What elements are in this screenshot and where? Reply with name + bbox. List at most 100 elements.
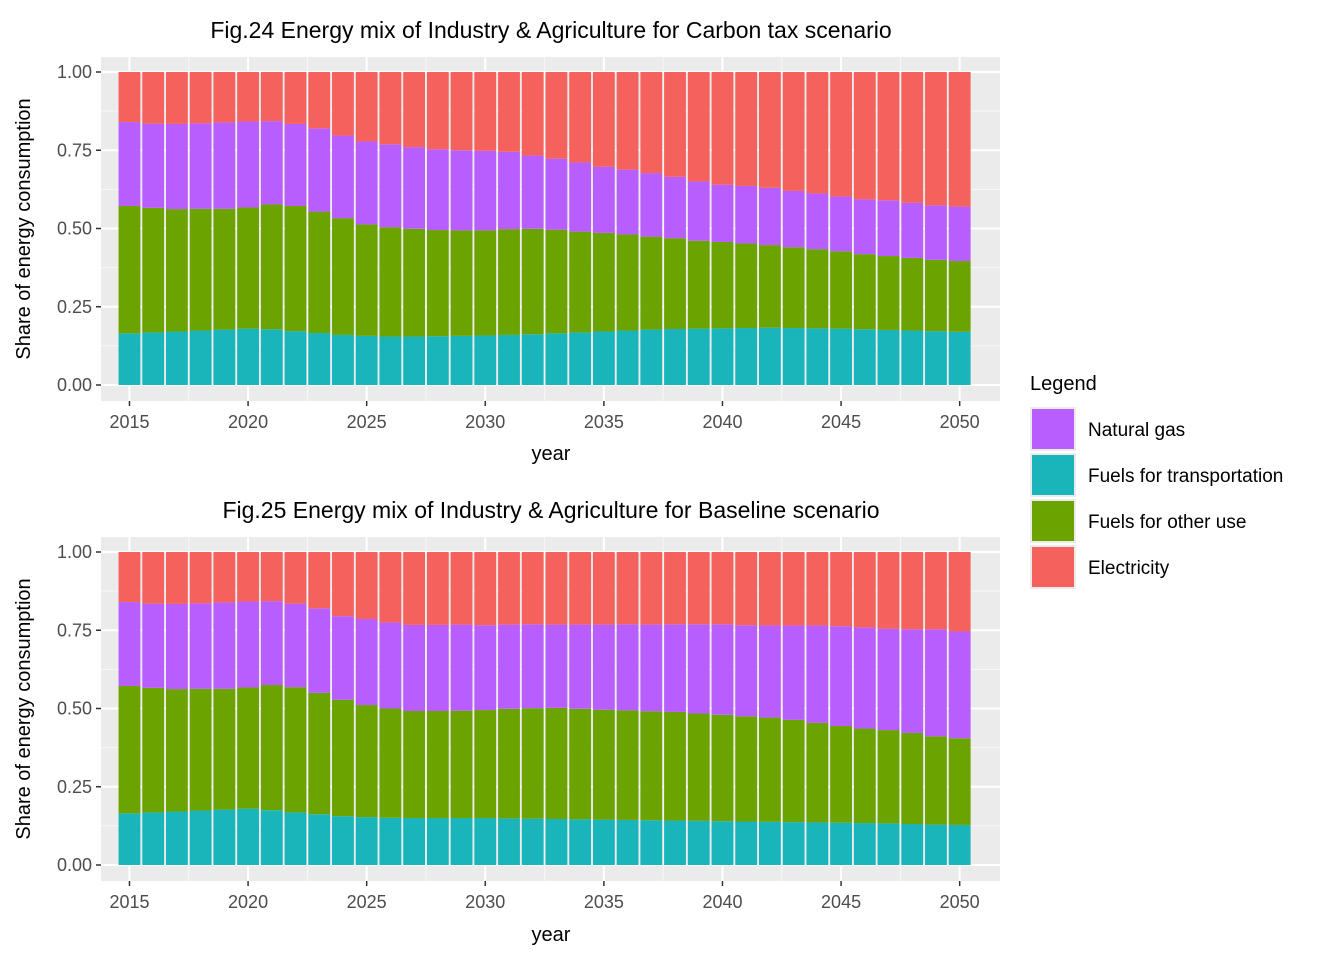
bar-segment [901,257,924,331]
bar-segment [592,72,615,167]
bar-segment [189,688,212,811]
bar-segment [308,608,331,693]
bar-segment [426,72,449,150]
bar-stack-2017 [165,72,188,385]
bar-segment [782,247,805,329]
bar-segment [498,708,520,819]
bar-segment [759,327,781,385]
bar-segment [521,228,544,335]
bar-segment [901,202,924,258]
bar-stack-2023 [308,552,331,865]
bar-segment [640,552,663,625]
bar-segment [948,72,971,207]
bar-segment [379,227,402,337]
bar-segment [782,719,805,823]
bar-segment [759,552,781,626]
bar-stack-2047 [877,552,900,865]
bar-segment [806,552,829,626]
bar-segment [284,687,307,813]
bar-segment [664,711,686,821]
bar-segment [664,328,686,385]
bar-segment [806,722,829,823]
bar-segment [569,708,592,820]
bar-segment [877,823,900,865]
bar-segment [735,552,758,626]
bar-segment [948,552,971,632]
bar-segment [213,208,236,330]
bar-segment [853,627,876,729]
legend-swatch [1032,409,1074,449]
bar-segment [925,205,947,260]
bar-segment [142,603,165,688]
bar-segment [142,72,165,124]
bar-segment [403,147,426,229]
y-tick-label: 0.50 [57,699,92,719]
bar-segment [474,818,497,865]
bar-segment [189,72,212,124]
bar-segment [498,818,520,865]
bar-segment [711,552,734,625]
bar-segment [711,714,734,822]
bar-segment [237,121,259,208]
bar-segment [664,72,686,177]
bar-segment [735,821,758,865]
bar-segment [782,625,805,720]
bar-stack-2045 [830,72,852,385]
bar-segment [901,552,924,630]
bar-stack-2024 [332,72,354,385]
bar-segment [355,817,378,865]
bar-segment [664,176,686,239]
bar-segment [118,813,141,865]
bar-stack-2027 [403,552,426,865]
bar-stack-2036 [616,552,639,865]
bar-stack-2041 [735,72,758,385]
x-tick-label: 2030 [465,412,505,432]
bar-segment [735,328,758,385]
bar-stack-2024 [332,552,354,865]
bar-segment [355,618,378,706]
bar-segment [877,628,900,731]
bar-segment [901,330,924,385]
legend-title: Legend [1030,373,1097,395]
bar-segment [118,602,141,686]
bar-segment [332,699,354,817]
bar-segment [498,624,520,709]
bar-segment [213,809,236,865]
bar-segment [830,626,852,727]
bar-stack-2015 [118,552,141,865]
panel-carbon-tax: Fig.24 Energy mix of Industry & Agricult… [13,17,1000,465]
bar-stack-2016 [142,72,165,385]
x-tick-label: 2035 [584,892,624,912]
bar-segment [426,230,449,337]
y-tick-label: 1.00 [57,542,92,562]
x-axis-label: year [532,443,571,465]
bar-segment [474,230,497,336]
bar-segment [260,121,283,205]
bar-segment [498,552,520,625]
x-axis-ticks: 2015 2020 2025 2030 2035 2040 2045 2050 [109,881,980,912]
bar-segment [806,193,829,250]
bar-segment [403,228,426,337]
bar-segment [355,141,378,225]
bar-segment [640,820,663,865]
bar-stack-2050 [948,72,971,385]
bar-segment [237,601,259,688]
bar-segment [830,726,852,823]
bar-segment [426,149,449,231]
bar-segment [521,708,544,819]
bar-segment [260,329,283,385]
bar-stack-2046 [853,552,876,865]
panel-baseline: Fig.25 Energy mix of Industry & Agricult… [13,497,1000,946]
bar-stack-2050 [948,552,971,865]
bar-segment [118,685,141,814]
bar-stack-2034 [569,72,592,385]
bar-segment [521,155,544,229]
bar-segment [426,552,449,625]
bar-stack-2020 [237,552,259,865]
bar-segment [142,812,165,865]
bar-segment [450,230,473,336]
bar-segment [687,328,710,385]
bar-segment [711,184,734,242]
bar-segment [569,552,592,625]
bar-stack-2033 [545,72,568,385]
